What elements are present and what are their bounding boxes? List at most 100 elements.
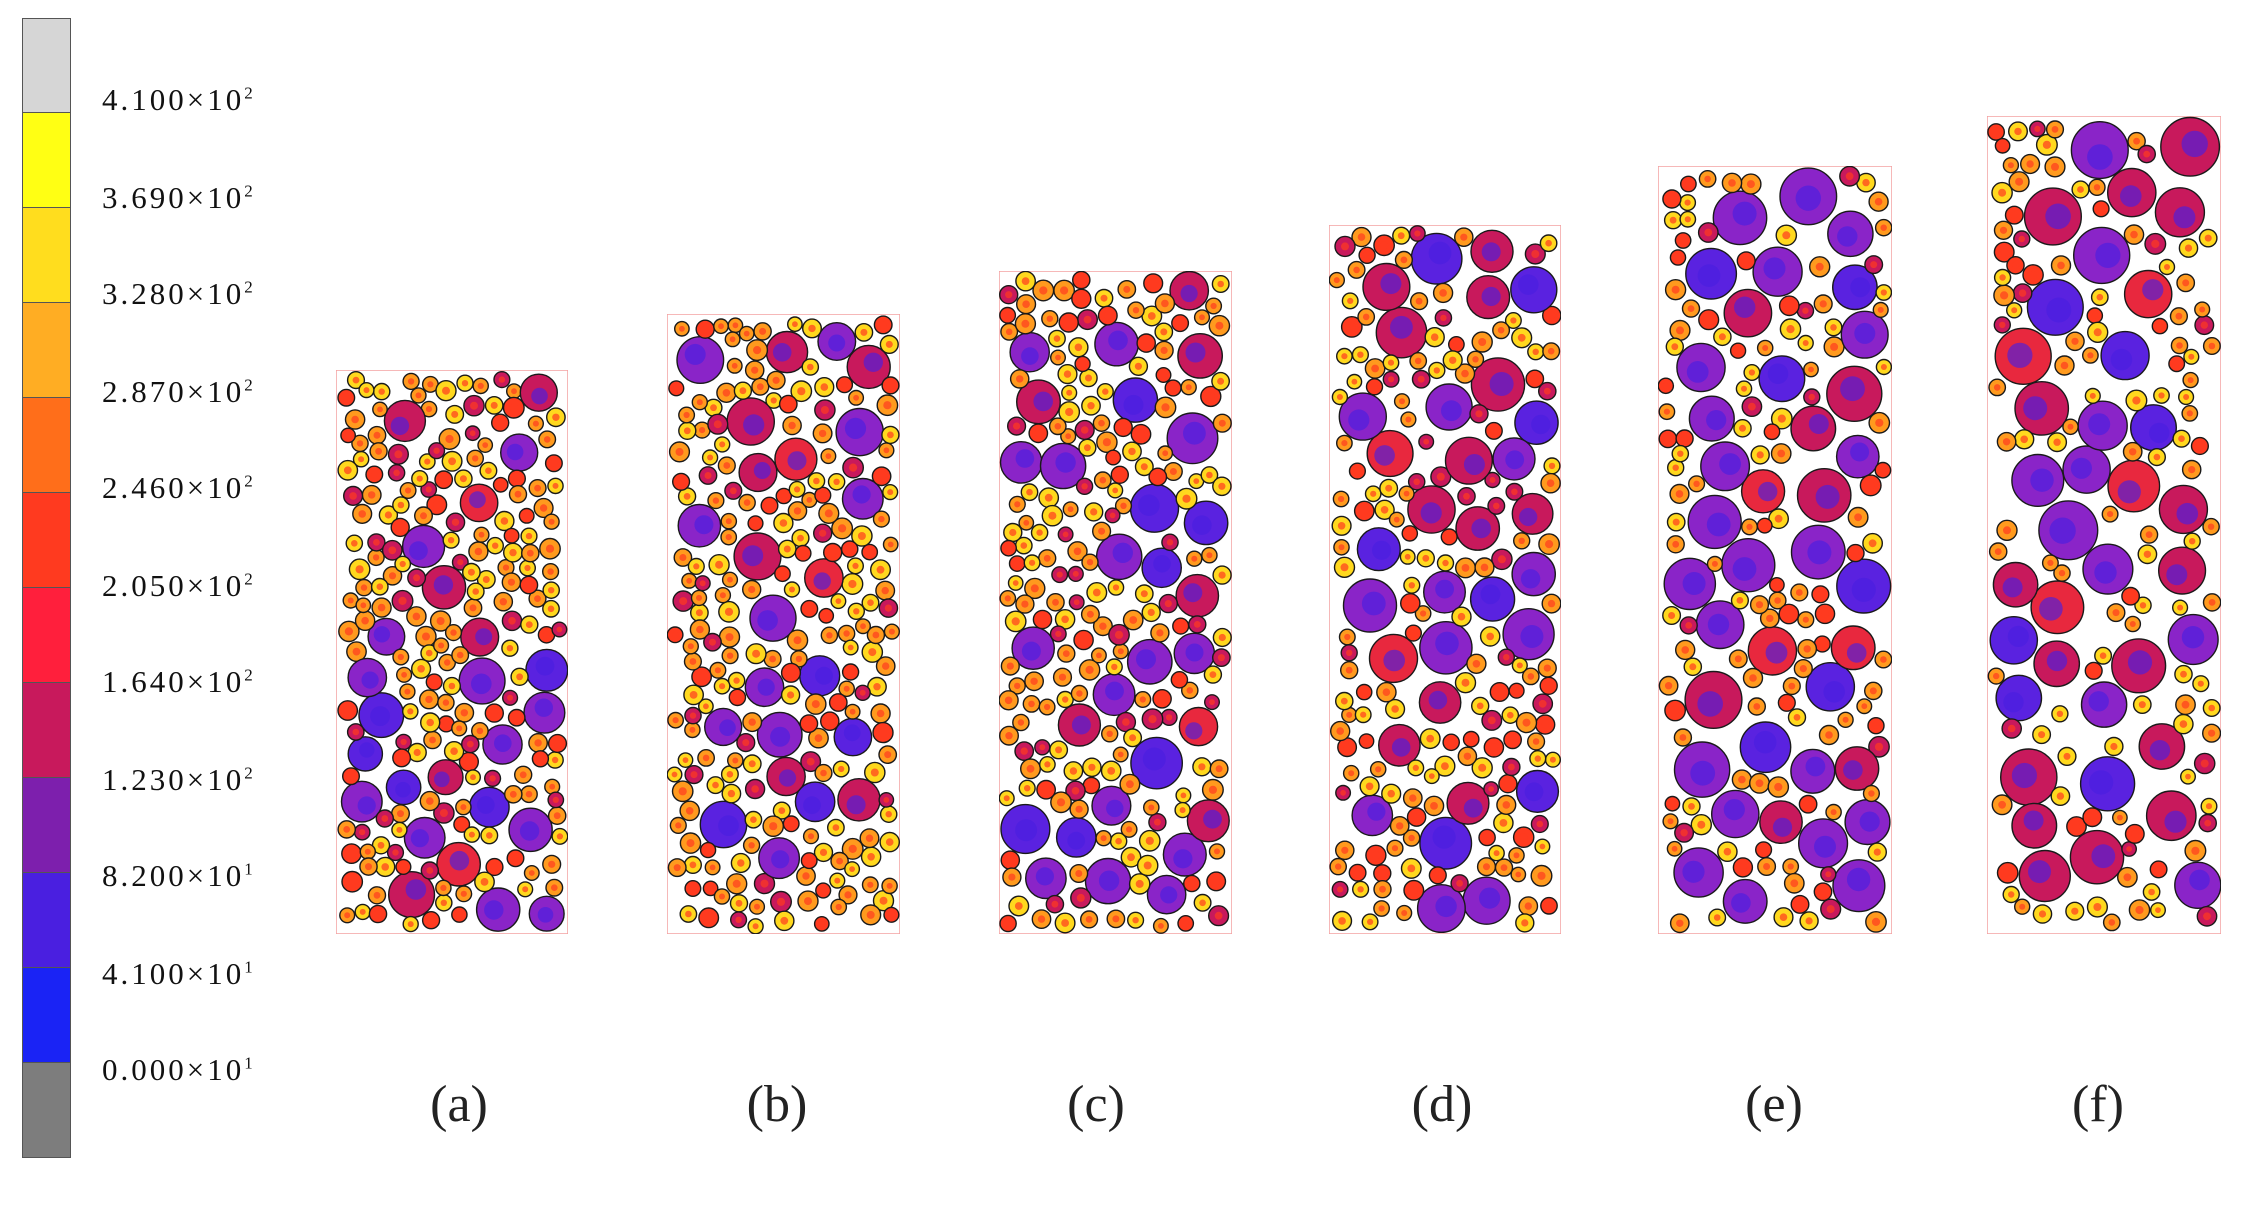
particle-stress-core bbox=[465, 758, 473, 766]
particle-stress-core bbox=[1088, 782, 1095, 789]
particle-stress-core bbox=[476, 796, 495, 814]
panel-label: (d) bbox=[1411, 1076, 1473, 1133]
particle-stress-core bbox=[1805, 756, 1826, 777]
particle-stress-core bbox=[1340, 563, 1349, 572]
particle-stress-core bbox=[482, 576, 490, 583]
particle-stress-core bbox=[820, 887, 827, 894]
particle-stress-core bbox=[1193, 478, 1200, 484]
particle-stress-core bbox=[365, 863, 372, 871]
particle-stress-core bbox=[2176, 342, 2183, 349]
particle-stress-core bbox=[1192, 515, 1212, 535]
particle-stress-core bbox=[1169, 384, 1177, 392]
particle-stress-core bbox=[413, 574, 421, 582]
particle-stress-core bbox=[377, 406, 383, 413]
particle-stress-core bbox=[1543, 387, 1551, 395]
particle-stress-core bbox=[784, 400, 792, 408]
particle-stress-core bbox=[532, 420, 539, 427]
particle-stress-core bbox=[1360, 507, 1369, 515]
particle-stress-core bbox=[787, 669, 795, 677]
particle-stress-core bbox=[2164, 810, 2187, 833]
particle-stress-core bbox=[426, 867, 434, 874]
particle-stress-core bbox=[1177, 622, 1184, 630]
particle-stress-core bbox=[1671, 706, 1680, 715]
particle-stress-core bbox=[1502, 801, 1511, 809]
particle-stress-core bbox=[696, 594, 702, 601]
particle-stress-core bbox=[1179, 807, 1186, 814]
particle-stress-core bbox=[344, 627, 353, 636]
particle-stress-core bbox=[1802, 616, 1809, 623]
particle-stress-core bbox=[1447, 739, 1455, 746]
particle-stress-core bbox=[1347, 322, 1356, 331]
particle-stress-core bbox=[1837, 226, 1858, 247]
particle-stress-core bbox=[1011, 617, 1020, 626]
particle-stress-core bbox=[2127, 592, 2135, 600]
particle-stress-core bbox=[1357, 233, 1366, 241]
particle-stress-core bbox=[1500, 864, 1508, 871]
particle-stress-core bbox=[2007, 724, 2016, 733]
particle-stress-core bbox=[743, 499, 751, 506]
particle-stress-core bbox=[1405, 416, 1412, 423]
particle-stress-core bbox=[1208, 785, 1217, 794]
particle-stress-core bbox=[1098, 527, 1106, 535]
particle-stress-core bbox=[1435, 631, 1459, 656]
particle-stress-core bbox=[2145, 531, 2153, 538]
particle-stress-core bbox=[1413, 478, 1420, 486]
particle-stress-core bbox=[1490, 427, 1498, 435]
particle-stress-core bbox=[1158, 923, 1164, 929]
particle-stress-core bbox=[1406, 599, 1415, 608]
particle-stress-core bbox=[460, 890, 467, 897]
particle-stress-core bbox=[397, 501, 405, 509]
particle-stress-core bbox=[531, 387, 548, 405]
particle-stress-core bbox=[1799, 665, 1807, 673]
particle-stress-core bbox=[499, 598, 507, 606]
particle-stress-core bbox=[1028, 700, 1035, 708]
particle-stress-core bbox=[1541, 720, 1549, 729]
particle-stress-core bbox=[684, 343, 706, 365]
particle-stress-core bbox=[759, 327, 767, 335]
particle-stress-core bbox=[1755, 601, 1764, 609]
particle-stress-core bbox=[466, 740, 474, 748]
particle-stress-core bbox=[844, 891, 852, 899]
particle-stress-core bbox=[887, 489, 894, 496]
particle-stress-core bbox=[400, 738, 407, 746]
particle-stress-core bbox=[1188, 880, 1195, 887]
legend-label: 3.690×102 bbox=[102, 180, 253, 215]
panel-label: (f) bbox=[2072, 1076, 2124, 1133]
particle-stress-core bbox=[1111, 663, 1118, 671]
particle-stress-core bbox=[813, 477, 820, 485]
particle-stress-core bbox=[1014, 902, 1023, 910]
particle-stress-core bbox=[1341, 846, 1349, 854]
particle-stress-core bbox=[457, 559, 464, 566]
particle-stress-core bbox=[1680, 829, 1688, 837]
particle-stress-core bbox=[1685, 622, 1693, 629]
particle-stress-core bbox=[1139, 696, 1146, 703]
particle-stress-core bbox=[1161, 299, 1169, 308]
particle-stress-core bbox=[1521, 919, 1529, 927]
particle-stress-core bbox=[727, 576, 733, 583]
particle-stress-core bbox=[373, 891, 381, 899]
particle-stress-core bbox=[2089, 392, 2096, 399]
particle-stress-core bbox=[1817, 591, 1824, 598]
particle-stress-core bbox=[511, 388, 517, 395]
particle-stress-core bbox=[1420, 610, 1427, 617]
particle-stress-core bbox=[1016, 375, 1024, 383]
particle-stress-core bbox=[1210, 302, 1217, 310]
particle-stress-core bbox=[1344, 633, 1351, 641]
particle-stress-core bbox=[420, 512, 427, 520]
particle-stress-core bbox=[427, 381, 434, 388]
particle-stress-core bbox=[1742, 257, 1750, 265]
particle-stress-core bbox=[1779, 913, 1788, 921]
particle-stress-core bbox=[1165, 714, 1173, 721]
particle-stress-core bbox=[884, 751, 892, 759]
particle-stress-core bbox=[1697, 691, 1723, 717]
particle-stress-core bbox=[1160, 346, 1168, 354]
panel-label: (c) bbox=[1067, 1076, 1125, 1133]
particle-stress-core bbox=[709, 864, 716, 871]
particle-stress-core bbox=[392, 849, 399, 856]
particle-stress-core bbox=[1854, 513, 1862, 522]
particle-stress-core bbox=[757, 610, 778, 631]
particle-stress-core bbox=[1148, 804, 1155, 811]
particle-stress-core bbox=[368, 491, 376, 499]
particle-stress-core bbox=[1052, 598, 1059, 606]
particle-stress-core bbox=[556, 833, 563, 840]
